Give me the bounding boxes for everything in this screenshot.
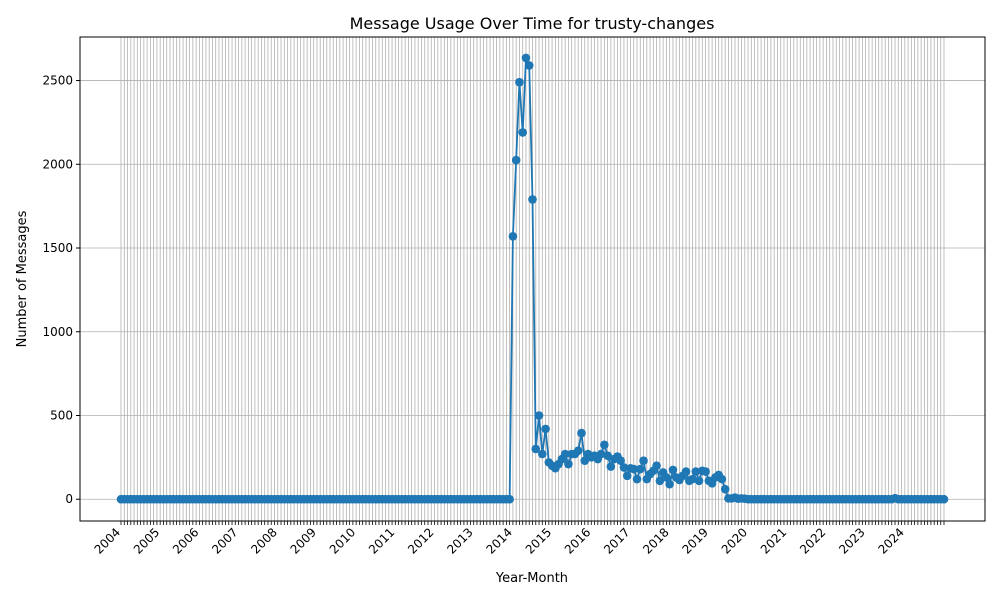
- x-tick-label: 2023: [836, 525, 867, 556]
- x-tick-label: 2019: [679, 525, 710, 556]
- data-point: [511, 155, 521, 165]
- x-tick-label: 2017: [601, 525, 632, 556]
- x-tick-label: 2021: [758, 525, 789, 556]
- data-point: [524, 61, 534, 70]
- x-axis-label: Year-Month: [495, 571, 568, 586]
- data-point: [622, 471, 632, 481]
- x-axis: 2004 2005 2006 2007 2008 2009 2010 2011 2012 2013…: [92, 521, 945, 557]
- data-point: [632, 474, 642, 484]
- data-point: [662, 473, 671, 482]
- x-tick-label: 2011: [366, 525, 397, 556]
- data-point: [652, 461, 661, 471]
- data-point: [701, 467, 710, 476]
- y-axis: 0 500 1000 1500 2000 2500: [42, 74, 80, 506]
- chart-title: Message Usage Over Time for trusty-chang…: [350, 14, 715, 33]
- data-point: [720, 484, 730, 494]
- x-tick-label: 2007: [209, 525, 240, 556]
- x-tick-label: 2018: [640, 525, 671, 556]
- x-tick-label: 2009: [288, 525, 319, 556]
- data-point: [665, 479, 674, 489]
- data-point: [635, 464, 645, 474]
- data-point: [629, 464, 639, 474]
- x-tick-label: 2020: [719, 525, 750, 556]
- data-point: [515, 77, 524, 87]
- data-point: [691, 467, 701, 476]
- data-point: [521, 53, 531, 63]
- data-point: [639, 456, 648, 466]
- data-point: [508, 231, 518, 241]
- data-point: [688, 474, 697, 484]
- data-point: [606, 462, 616, 471]
- x-tick-label: 2022: [797, 525, 828, 556]
- x-tick-label: 2016: [562, 525, 593, 556]
- data-point: [694, 476, 704, 486]
- data-point: [580, 456, 590, 466]
- x-tick-label: 2013: [444, 525, 475, 556]
- y-tick-label: 0: [65, 492, 73, 506]
- y-tick-label: 1000: [42, 325, 73, 339]
- data-point: [717, 474, 727, 484]
- x-tick-label: 2005: [131, 525, 162, 556]
- x-tick-label: 2004: [92, 525, 123, 556]
- data-point: [560, 449, 570, 459]
- series-messages: [116, 53, 949, 504]
- data-point: [534, 411, 544, 420]
- y-tick-label: 500: [50, 408, 73, 422]
- y-tick-label: 2500: [42, 74, 73, 88]
- x-tick-label: 2014: [484, 525, 515, 556]
- data-point: [681, 467, 691, 476]
- x-tick-label: 2008: [248, 525, 279, 556]
- data-point: [518, 128, 528, 137]
- data-point: [505, 494, 514, 504]
- data-point: [619, 463, 629, 472]
- data-point: [616, 456, 625, 466]
- y-axis-label: Number of Messages: [15, 210, 30, 347]
- data-point: [600, 440, 609, 450]
- data-point: [655, 476, 665, 486]
- x-tick-label: 2024: [875, 525, 906, 556]
- data-point: [528, 195, 537, 204]
- x-tick-label: 2006: [170, 525, 201, 556]
- y-tick-label: 1500: [42, 241, 73, 255]
- data-point: [668, 465, 678, 475]
- x-tick-label: 2012: [405, 525, 436, 556]
- data-point: [531, 444, 541, 454]
- data-point: [939, 494, 949, 504]
- y-tick-label: 2000: [42, 157, 73, 171]
- data-point: [596, 449, 606, 459]
- data-point: [573, 446, 583, 455]
- data-point: [564, 459, 573, 469]
- data-point: [537, 449, 547, 459]
- data-point: [577, 428, 586, 438]
- x-tick-label: 2010: [327, 525, 358, 556]
- x-tick-label: 2015: [523, 525, 554, 556]
- data-point: [541, 424, 550, 434]
- data-point: [603, 451, 612, 460]
